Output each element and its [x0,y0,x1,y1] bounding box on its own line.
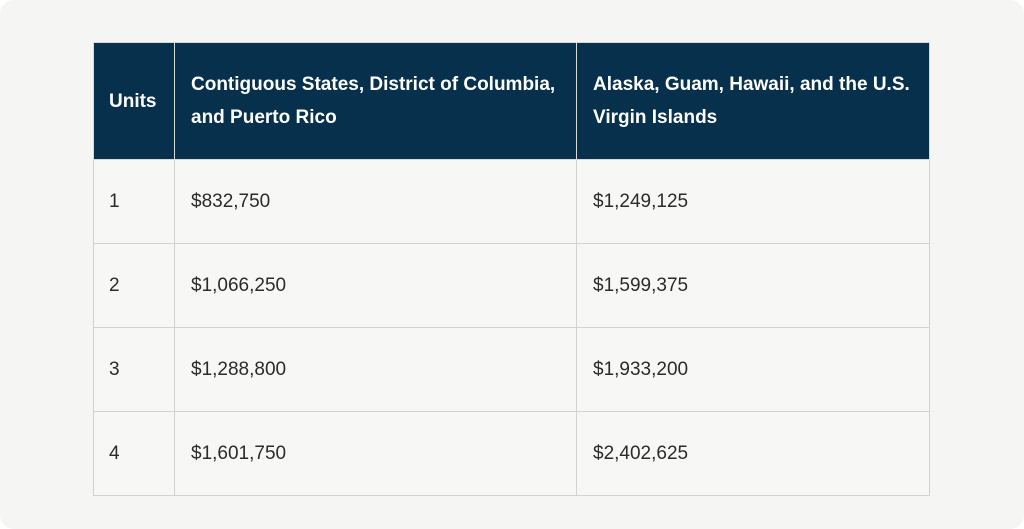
cell-noncontiguous-limit: $1,933,200 [576,327,930,412]
cell-noncontiguous-limit: $1,599,375 [576,243,930,328]
cell-contiguous-limit: $1,288,800 [174,327,577,412]
cell-units: 2 [93,243,175,328]
header-contiguous-states: Contiguous States, District of Columbia,… [174,42,577,160]
cell-units: 1 [93,159,175,244]
header-units: Units [93,42,175,160]
cell-contiguous-limit: $1,601,750 [174,411,577,496]
cell-contiguous-limit: $1,066,250 [174,243,577,328]
table-row: 4 $1,601,750 $2,402,625 [93,411,930,496]
cell-units: 3 [93,327,175,412]
cell-units: 4 [93,411,175,496]
cell-noncontiguous-limit: $2,402,625 [576,411,930,496]
table-body: 1 $832,750 $1,249,125 2 $1,066,250 $1,59… [93,159,930,496]
loan-limits-table: Units Contiguous States, District of Col… [93,42,930,496]
header-row: Units Contiguous States, District of Col… [93,42,930,160]
cell-contiguous-limit: $832,750 [174,159,577,244]
table-header: Units Contiguous States, District of Col… [93,42,930,160]
table-row: 1 $832,750 $1,249,125 [93,159,930,244]
cell-noncontiguous-limit: $1,249,125 [576,159,930,244]
table-row: 3 $1,288,800 $1,933,200 [93,327,930,412]
table-row: 2 $1,066,250 $1,599,375 [93,243,930,328]
header-alaska-guam-hawaii-usvi: Alaska, Guam, Hawaii, and the U.S. Virgi… [576,42,930,160]
